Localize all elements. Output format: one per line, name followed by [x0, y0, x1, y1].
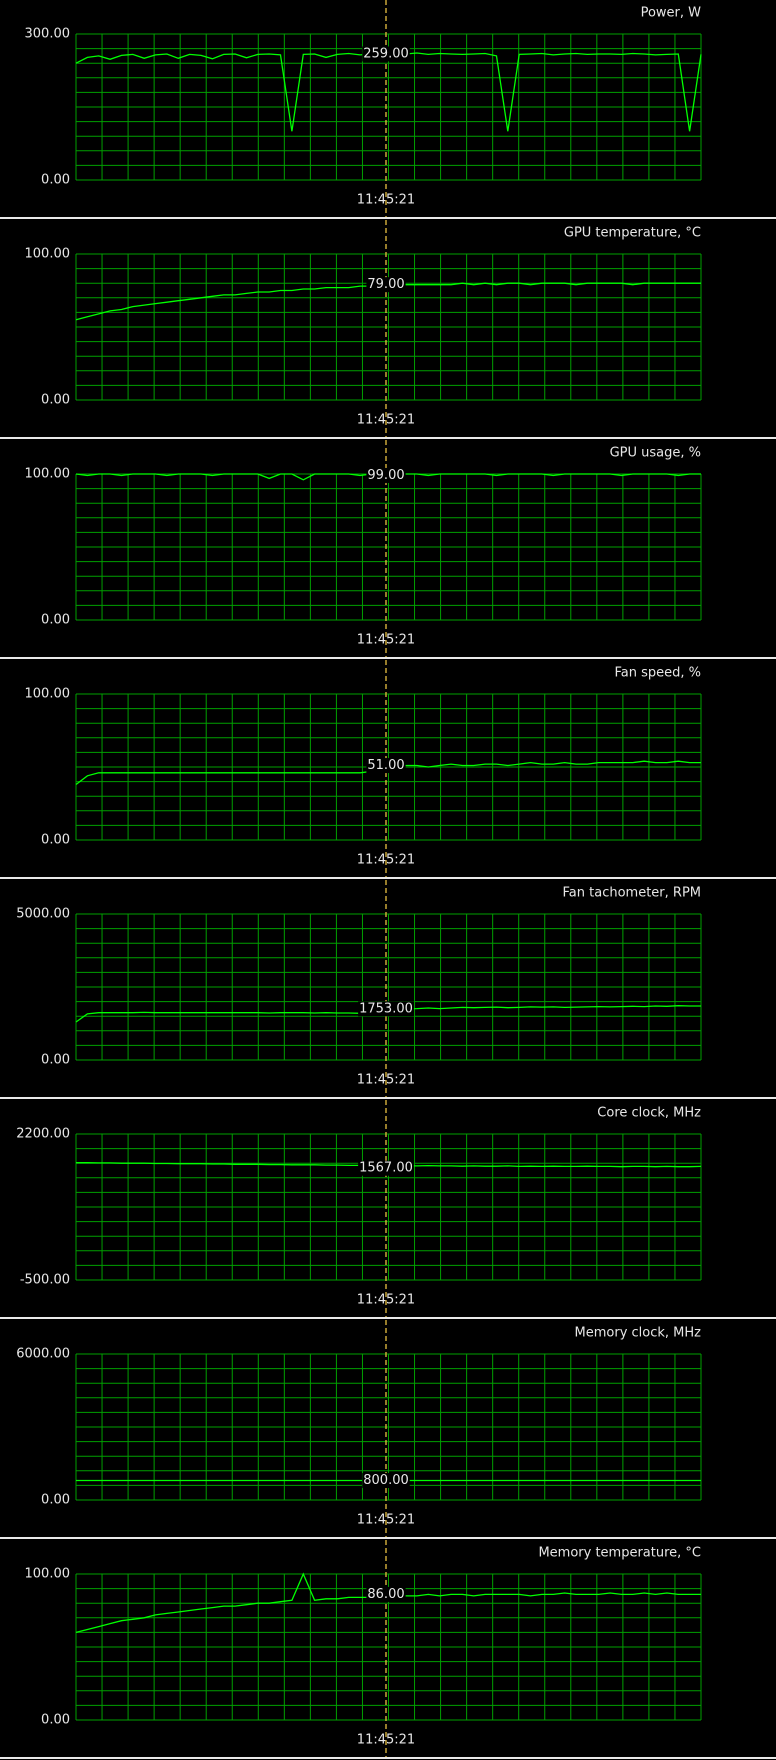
panel: 0.00 100.00 79.00 GPU temperature, °C 11:45:… [0, 220, 776, 439]
panel: 0.00 300.00 259.00 Power, W 11:45:21 [0, 0, 776, 219]
cursor-value: 800.00 [363, 1473, 409, 1488]
cursor-value: 1753.00 [359, 1001, 413, 1016]
cursor-label-bg [366, 467, 406, 483]
panel: 0.00 100.00 99.00 GPU usage, % 11:45:21 [0, 440, 776, 659]
panel: 0.00 5000.00 1753.00 Fan tachometer, RPM 11:… [0, 880, 776, 1099]
chart-title: Core clock, MHz [597, 1106, 701, 1121]
panel: -500.00 2200.00 1567.00 Core clock, MHz 11:4… [0, 1100, 776, 1319]
cursor-time: 11:45:21 [357, 1733, 415, 1748]
y-tick-label: 0.00 [41, 613, 70, 628]
cursor-time: 11:45:21 [357, 1293, 415, 1308]
cursor-value: 86.00 [367, 1587, 404, 1602]
cursor-time: 11:45:21 [357, 633, 415, 648]
y-tick-label: 6000.00 [16, 1347, 70, 1362]
chart-title: Fan tachometer, RPM [563, 886, 701, 901]
y-tick-label: 0.00 [41, 393, 70, 408]
cursor-time: 11:45:21 [357, 193, 415, 208]
y-tick-label: 100.00 [25, 467, 71, 482]
cursor-label-bg [366, 1586, 406, 1602]
y-tick-label: 0.00 [41, 1493, 70, 1508]
cursor-value: 79.00 [367, 277, 404, 292]
panel: 0.00 6000.00 800.00 Memory clock, MHz 11:45:… [0, 1320, 776, 1539]
chart-title: GPU usage, % [610, 446, 701, 461]
y-tick-label: 100.00 [25, 1567, 71, 1582]
panel-separator [0, 1097, 776, 1099]
y-tick-label: -500.00 [20, 1273, 70, 1288]
chart-title: Fan speed, % [614, 666, 701, 681]
y-tick-label: 2200.00 [16, 1127, 70, 1142]
panel-separator [0, 1317, 776, 1319]
panel-separator [0, 1537, 776, 1539]
cursor-label-bg [366, 277, 406, 293]
panel-separator [0, 217, 776, 219]
panel: 0.00 100.00 86.00 Memory temperature, °C 11:… [0, 1540, 776, 1759]
cursor-value: 1567.00 [359, 1161, 413, 1176]
y-tick-label: 5000.00 [16, 907, 70, 922]
panel-separator [0, 437, 776, 439]
y-tick-label: 0.00 [41, 1053, 70, 1068]
chart-title: GPU temperature, °C [564, 226, 701, 241]
y-tick-label: 0.00 [41, 833, 70, 848]
y-tick-label: 0.00 [41, 173, 70, 188]
panel: 0.00 100.00 51.00 Fan speed, % 11:45:21 [0, 660, 776, 879]
chart-title: Memory temperature, °C [538, 1546, 701, 1561]
chart-title: Power, W [641, 6, 702, 21]
cursor-value: 259.00 [363, 46, 409, 61]
cursor-label-bg [362, 46, 410, 62]
cursor-label-bg [358, 1001, 414, 1017]
cursor-time: 11:45:21 [357, 1513, 415, 1528]
y-tick-label: 100.00 [25, 247, 71, 262]
cursor-time: 11:45:21 [357, 1073, 415, 1088]
cursor-value: 51.00 [367, 758, 404, 773]
cursor-label-bg [358, 1160, 414, 1176]
panel-separator [0, 877, 776, 879]
panel-separator [0, 1757, 776, 1759]
y-tick-label: 300.00 [25, 27, 71, 42]
cursor-label-bg [362, 1473, 410, 1489]
y-tick-label: 0.00 [41, 1713, 70, 1728]
cursor-time: 11:45:21 [357, 413, 415, 428]
cursor-label-bg [366, 758, 406, 774]
panel-separator [0, 657, 776, 659]
cursor-value: 99.00 [367, 468, 404, 483]
chart-title: Memory clock, MHz [575, 1326, 702, 1341]
y-tick-label: 100.00 [25, 687, 71, 702]
cursor-time: 11:45:21 [357, 853, 415, 868]
